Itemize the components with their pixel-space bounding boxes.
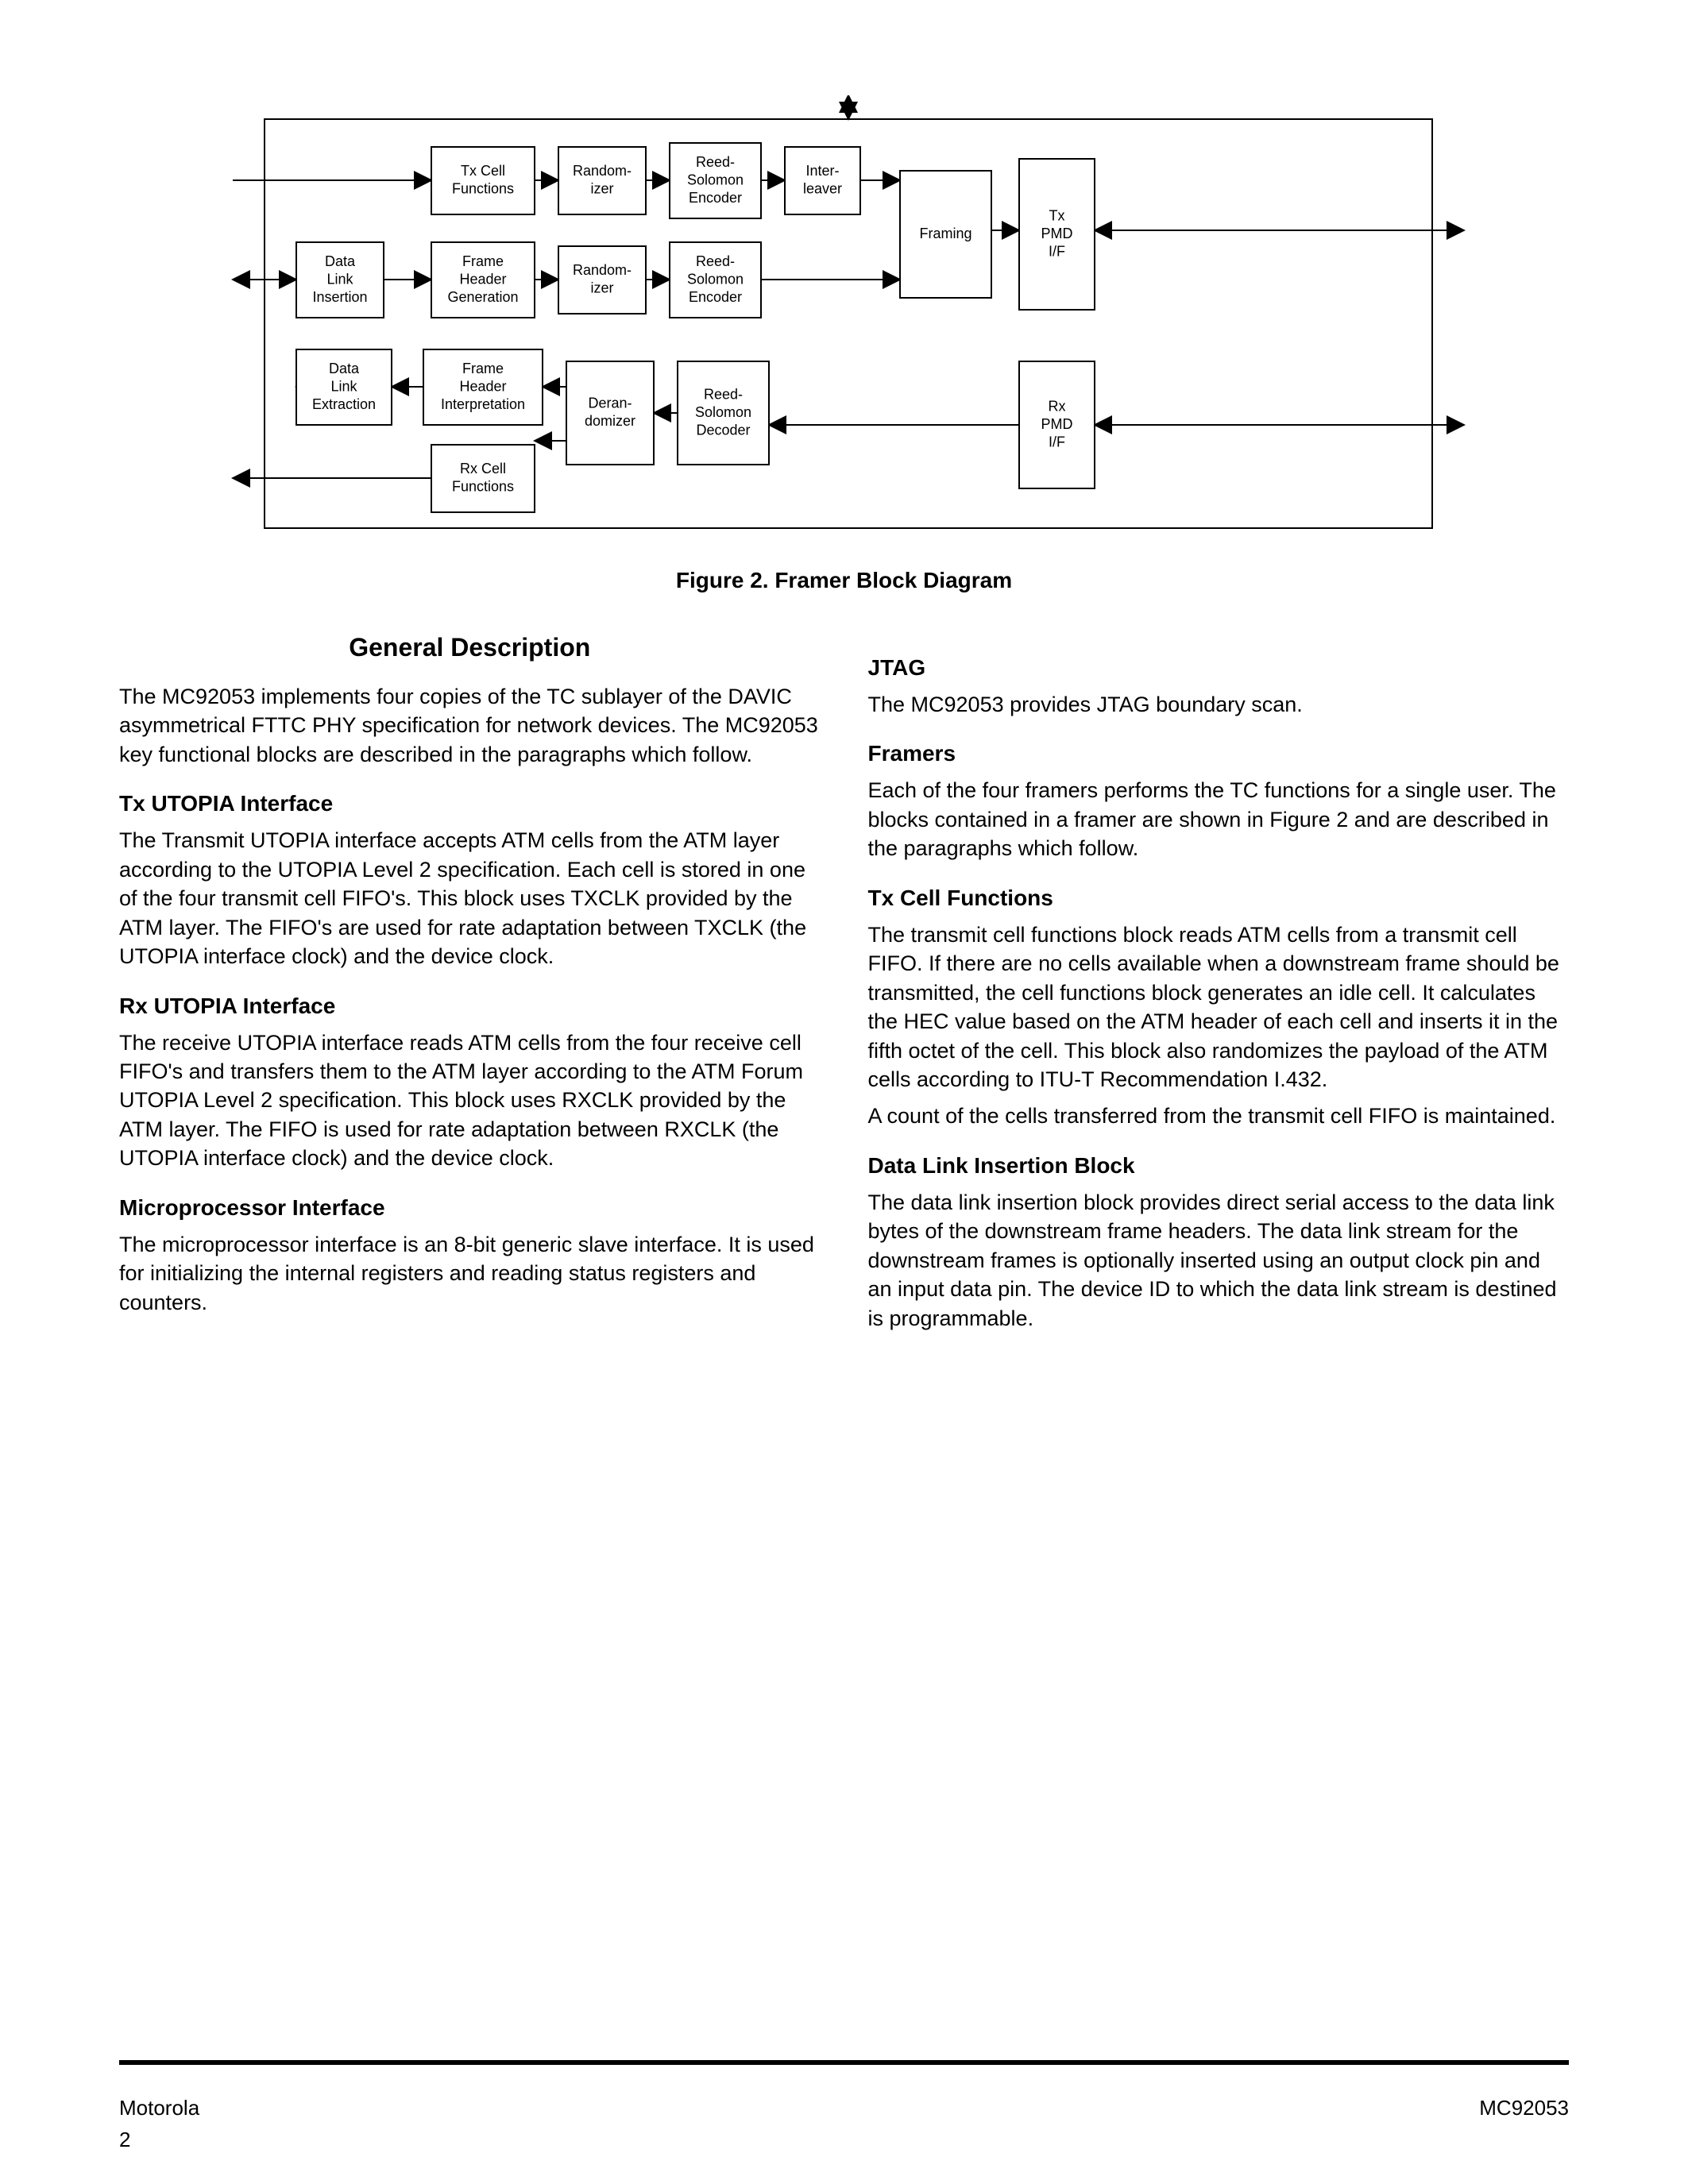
svg-text:Frame: Frame [462, 361, 503, 376]
svg-text:izer: izer [590, 280, 613, 296]
left-column: General Description The MC92053 implemen… [119, 633, 821, 1341]
framer-block-diagram: Tx Cell Functions Random-izer Reed- Solomon E… [201, 95, 1488, 540]
svg-text:Header: Header [459, 271, 506, 287]
body-paragraph: The transmit cell functions block reads … [868, 920, 1570, 1094]
svg-text:Reed-: Reed- [703, 386, 742, 402]
body-paragraph: The Transmit UTOPIA interface accepts AT… [119, 826, 821, 970]
svg-text:Tx Cell: Tx Cell [460, 163, 504, 179]
svg-text:Encoder: Encoder [688, 190, 741, 206]
text-columns: General Description The MC92053 implemen… [119, 633, 1569, 1341]
section-title-general: General Description [119, 633, 821, 662]
svg-text:Random-: Random- [572, 163, 631, 179]
subheading: Data Link Insertion Block [868, 1153, 1570, 1179]
svg-text:Insertion: Insertion [312, 289, 367, 305]
page-number: 2 [119, 2128, 130, 2152]
svg-text:domizer: domizer [584, 413, 635, 429]
diagram-container: Tx Cell Functions Random-izer Reed- Solomon E… [119, 95, 1569, 540]
subheading: Microprocessor Interface [119, 1195, 821, 1221]
svg-text:Link: Link [330, 378, 357, 394]
svg-text:I/F: I/F [1049, 434, 1065, 450]
svg-text:Random-: Random- [572, 262, 631, 278]
svg-text:Rx: Rx [1048, 398, 1065, 414]
subheading: JTAG [868, 655, 1570, 681]
svg-text:Solomon: Solomon [686, 172, 743, 187]
svg-text:Rx Cell: Rx Cell [459, 461, 505, 477]
svg-text:Generation: Generation [447, 289, 518, 305]
svg-text:Extraction: Extraction [311, 396, 375, 412]
svg-text:Solomon: Solomon [686, 271, 743, 287]
svg-text:Data: Data [328, 361, 359, 376]
svg-text:Functions: Functions [451, 479, 513, 495]
body-paragraph: The data link insertion block provides d… [868, 1188, 1570, 1333]
svg-text:Reed-: Reed- [695, 253, 734, 269]
svg-text:Framing: Framing [919, 226, 971, 241]
intro-paragraph: The MC92053 implements four copies of th… [119, 682, 821, 769]
body-paragraph: A count of the cells transferred from th… [868, 1102, 1570, 1130]
svg-text:Header: Header [459, 378, 506, 394]
body-paragraph: The MC92053 provides JTAG boundary scan. [868, 690, 1570, 719]
subheading: Tx UTOPIA Interface [119, 791, 821, 816]
svg-text:Data: Data [324, 253, 355, 269]
svg-text:Deran-: Deran- [588, 396, 632, 411]
svg-text:leaver: leaver [802, 181, 841, 197]
right-column: JTAG The MC92053 provides JTAG boundary s… [868, 633, 1570, 1341]
svg-text:izer: izer [590, 181, 613, 197]
svg-text:Solomon: Solomon [694, 404, 751, 420]
subheading: Framers [868, 741, 1570, 766]
figure-caption: Figure 2. Framer Block Diagram [119, 568, 1569, 593]
svg-text:Frame: Frame [462, 253, 503, 269]
body-paragraph: The receive UTOPIA interface reads ATM c… [119, 1028, 821, 1173]
subheading: Rx UTOPIA Interface [119, 994, 821, 1019]
svg-text:Reed-: Reed- [695, 154, 734, 170]
svg-text:Encoder: Encoder [688, 289, 741, 305]
svg-text:Inter-: Inter- [805, 163, 839, 179]
svg-text:Tx: Tx [1049, 207, 1064, 223]
svg-text:PMD: PMD [1041, 226, 1072, 241]
page-footer: Motorola MC92053 [119, 2096, 1569, 2120]
svg-text:Decoder: Decoder [696, 422, 750, 438]
body-paragraph: Each of the four framers performs the TC… [868, 776, 1570, 862]
svg-text:I/F: I/F [1049, 243, 1065, 259]
footer-left: Motorola [119, 2096, 199, 2120]
svg-text:Functions: Functions [451, 181, 513, 197]
subheading: Tx Cell Functions [868, 886, 1570, 911]
body-paragraph: The microprocessor interface is an 8-bit… [119, 1230, 821, 1317]
svg-text:Interpretation: Interpretation [440, 396, 524, 412]
footer-rule [119, 2060, 1569, 2065]
svg-text:Link: Link [326, 271, 353, 287]
svg-text:PMD: PMD [1041, 416, 1072, 432]
footer-right: MC92053 [1479, 2096, 1569, 2120]
